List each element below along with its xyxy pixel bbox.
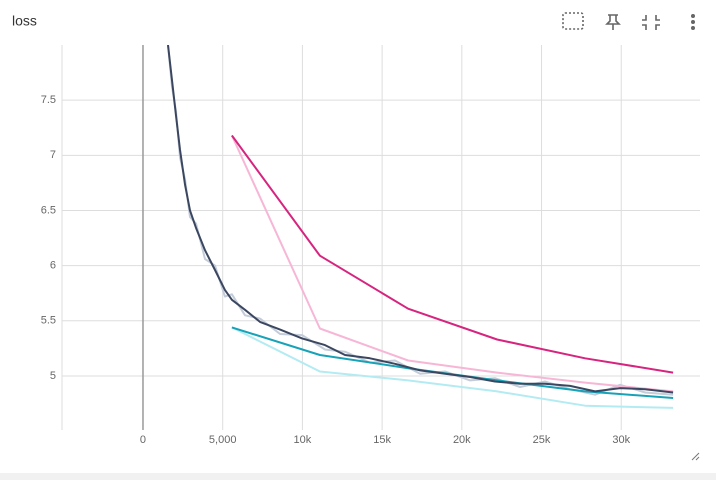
resize-handle[interactable] [691, 452, 700, 461]
series-line [167, 45, 674, 396]
fit-domain-button[interactable] [562, 12, 584, 30]
x-tick-label: 10k [294, 434, 312, 446]
x-tick-label: 25k [533, 434, 551, 446]
collapse-button[interactable] [642, 15, 660, 30]
series-line [230, 135, 674, 393]
series-line [231, 326, 674, 409]
y-tick-label: 5.5 [41, 315, 56, 327]
chart-title: loss [12, 13, 37, 29]
plot-area [62, 45, 700, 430]
series-line [167, 45, 674, 394]
x-tick-label: 5,000 [209, 434, 237, 446]
y-tick-label: 5 [50, 370, 56, 382]
series-line [231, 134, 674, 374]
y-tick-label: 6 [50, 260, 56, 272]
x-tick-label: 20k [453, 434, 471, 446]
pin-button[interactable] [605, 14, 621, 30]
bottom-bar [0, 473, 716, 480]
y-tick-label: 7 [50, 149, 56, 161]
y-tick-label: 7.5 [41, 94, 56, 106]
more-button[interactable] [691, 14, 695, 30]
x-tick-label: 30k [612, 434, 630, 446]
x-tick-label: 15k [373, 434, 391, 446]
x-tick-label: 0 [140, 434, 146, 446]
y-tick-label: 6.5 [41, 204, 56, 216]
toolbar [562, 12, 695, 30]
